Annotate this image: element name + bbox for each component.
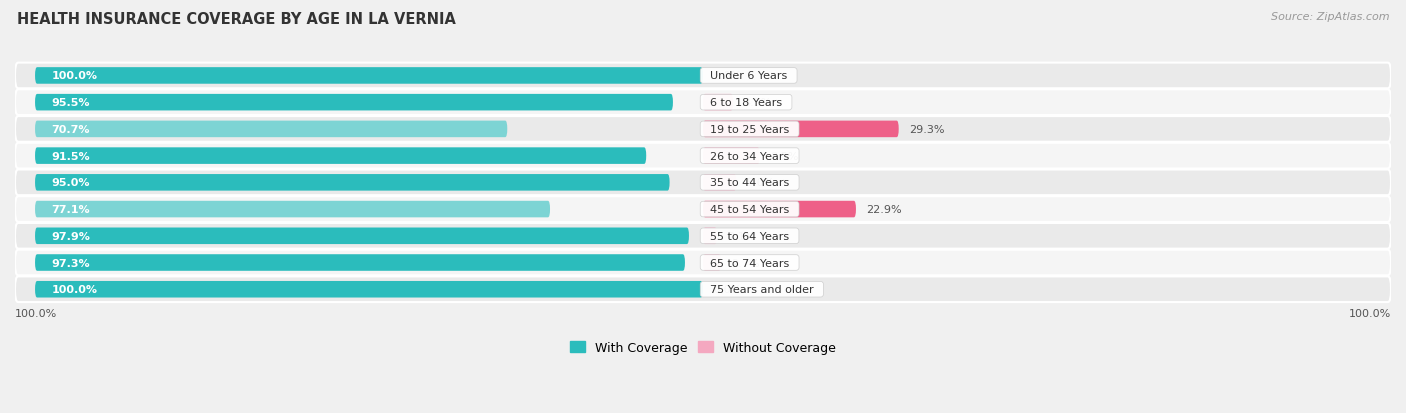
FancyBboxPatch shape — [15, 250, 1391, 275]
FancyBboxPatch shape — [35, 281, 703, 298]
FancyBboxPatch shape — [703, 175, 737, 191]
FancyBboxPatch shape — [15, 64, 1391, 89]
FancyBboxPatch shape — [15, 170, 1391, 196]
Text: 22.9%: 22.9% — [866, 204, 901, 214]
Text: Under 6 Years: Under 6 Years — [703, 71, 794, 81]
Text: Source: ZipAtlas.com: Source: ZipAtlas.com — [1271, 12, 1389, 22]
Text: 95.0%: 95.0% — [52, 178, 90, 188]
FancyBboxPatch shape — [35, 95, 673, 111]
Text: 75 Years and older: 75 Years and older — [703, 285, 821, 294]
FancyBboxPatch shape — [15, 197, 1391, 222]
FancyBboxPatch shape — [35, 201, 550, 218]
FancyBboxPatch shape — [703, 228, 717, 244]
Text: HEALTH INSURANCE COVERAGE BY AGE IN LA VERNIA: HEALTH INSURANCE COVERAGE BY AGE IN LA V… — [17, 12, 456, 27]
Text: 0.0%: 0.0% — [713, 71, 741, 81]
FancyBboxPatch shape — [703, 95, 733, 111]
FancyBboxPatch shape — [15, 277, 1391, 302]
FancyBboxPatch shape — [15, 90, 1391, 116]
Text: 95.5%: 95.5% — [52, 98, 90, 108]
Text: 70.7%: 70.7% — [52, 125, 90, 135]
Text: 77.1%: 77.1% — [52, 204, 90, 214]
Text: 19 to 25 Years: 19 to 25 Years — [703, 125, 796, 135]
FancyBboxPatch shape — [703, 148, 759, 164]
Text: 0.0%: 0.0% — [713, 285, 741, 294]
FancyBboxPatch shape — [15, 117, 1391, 142]
Text: 8.5%: 8.5% — [770, 151, 799, 161]
Text: 45 to 54 Years: 45 to 54 Years — [703, 204, 796, 214]
Text: 35 to 44 Years: 35 to 44 Years — [703, 178, 796, 188]
Text: 55 to 64 Years: 55 to 64 Years — [703, 231, 796, 241]
Text: 4.5%: 4.5% — [744, 98, 772, 108]
Text: 29.3%: 29.3% — [908, 125, 945, 135]
Text: 97.9%: 97.9% — [52, 231, 90, 241]
FancyBboxPatch shape — [703, 254, 721, 271]
FancyBboxPatch shape — [15, 143, 1391, 169]
FancyBboxPatch shape — [15, 223, 1391, 249]
Text: 5.0%: 5.0% — [747, 178, 775, 188]
FancyBboxPatch shape — [35, 68, 703, 85]
FancyBboxPatch shape — [35, 148, 647, 164]
Text: 26 to 34 Years: 26 to 34 Years — [703, 151, 796, 161]
FancyBboxPatch shape — [35, 121, 508, 138]
Text: 2.7%: 2.7% — [731, 258, 759, 268]
Text: 65 to 74 Years: 65 to 74 Years — [703, 258, 796, 268]
Legend: With Coverage, Without Coverage: With Coverage, Without Coverage — [565, 336, 841, 359]
FancyBboxPatch shape — [35, 228, 689, 244]
FancyBboxPatch shape — [35, 254, 685, 271]
Text: 97.3%: 97.3% — [52, 258, 90, 268]
Text: 100.0%: 100.0% — [52, 71, 98, 81]
Text: 100.0%: 100.0% — [52, 285, 98, 294]
FancyBboxPatch shape — [703, 201, 856, 218]
Text: 100.0%: 100.0% — [15, 309, 58, 319]
Text: 6 to 18 Years: 6 to 18 Years — [703, 98, 789, 108]
Text: 2.1%: 2.1% — [727, 231, 755, 241]
Text: 100.0%: 100.0% — [1348, 309, 1391, 319]
Text: 91.5%: 91.5% — [52, 151, 90, 161]
FancyBboxPatch shape — [35, 175, 669, 191]
FancyBboxPatch shape — [703, 121, 898, 138]
